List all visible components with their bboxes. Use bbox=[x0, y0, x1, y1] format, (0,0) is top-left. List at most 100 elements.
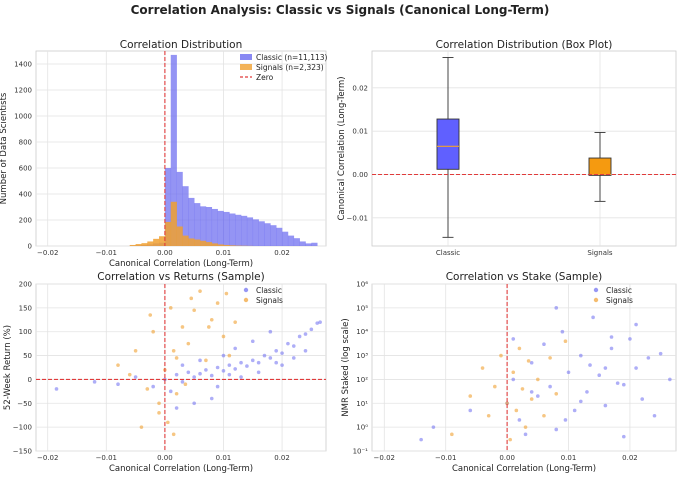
stake-point-classic bbox=[603, 403, 608, 408]
figure-title: Correlation Analysis: Classic vs Signals… bbox=[131, 3, 550, 17]
hist-xlabel: Canonical Correlation (Long-Term) bbox=[109, 259, 253, 269]
stake-point-classic bbox=[560, 329, 565, 334]
returns-point-signals bbox=[198, 289, 202, 293]
returns-point-signals bbox=[145, 387, 150, 391]
hist-ytick-label: 600 bbox=[19, 165, 32, 173]
stake-ytick-label: 10⁰ bbox=[356, 424, 368, 432]
returns-point-signals bbox=[183, 382, 188, 387]
hist-ylabel: Number of Data Scientists bbox=[0, 92, 9, 204]
stake-point-classic bbox=[517, 418, 522, 422]
stake-legend-label: Classic bbox=[606, 286, 632, 295]
returns-point-classic bbox=[280, 351, 284, 355]
stake-point-signals bbox=[514, 408, 519, 413]
hist-bar-signals bbox=[200, 240, 207, 246]
stake-ytick-label: 10⁵ bbox=[356, 304, 368, 312]
returns-point-signals bbox=[171, 432, 176, 437]
returns-legend-swatch bbox=[243, 287, 249, 293]
box-xtick-label: Classic bbox=[436, 249, 460, 257]
returns-point-classic bbox=[180, 363, 185, 367]
stake-point-classic bbox=[588, 363, 592, 367]
stake-point-classic bbox=[431, 425, 436, 429]
hist-bar-classic bbox=[258, 221, 265, 246]
hist-bar-signals bbox=[141, 243, 148, 246]
returns-point-classic bbox=[209, 373, 214, 378]
stake-point-classic bbox=[579, 353, 583, 358]
returns-ytick-label: −50 bbox=[17, 400, 32, 408]
box-box-classic bbox=[436, 118, 460, 170]
stake-point-classic bbox=[621, 434, 626, 439]
box-ytick-label: −0.01 bbox=[347, 214, 368, 222]
stake-point-signals bbox=[536, 377, 540, 382]
stake-point-signals bbox=[542, 413, 546, 418]
returns-point-classic bbox=[186, 370, 191, 375]
stake-point-classic bbox=[566, 370, 571, 375]
returns-point-classic bbox=[198, 371, 202, 376]
hist-bar-classic bbox=[241, 215, 248, 246]
hist-bar-signals bbox=[147, 241, 154, 246]
hist-bar-classic bbox=[246, 217, 254, 246]
returns-ytick-label: 100 bbox=[19, 328, 32, 336]
returns-point-classic bbox=[227, 363, 232, 367]
stake-ylabel: NMR Staked (log scale) bbox=[341, 318, 351, 416]
hist-bar-signals bbox=[211, 243, 218, 246]
stake-plot-area bbox=[371, 283, 677, 452]
stake-xtick-label: 0.02 bbox=[622, 454, 638, 462]
box-ytick-label: 0.01 bbox=[352, 128, 368, 136]
stake-point-classic bbox=[628, 337, 632, 341]
hist-bar-classic bbox=[282, 231, 289, 246]
stake-point-signals bbox=[511, 370, 516, 375]
returns-point-classic bbox=[250, 358, 255, 363]
stake-point-classic bbox=[529, 360, 534, 365]
box-xtick-label: Signals bbox=[587, 249, 613, 257]
hist-bar-signals bbox=[135, 244, 142, 246]
returns-plot-area bbox=[35, 283, 327, 452]
hist-bar-signals bbox=[159, 236, 166, 246]
hist-bar-signals bbox=[217, 244, 224, 246]
stake-point-classic bbox=[468, 408, 473, 413]
returns-point-classic bbox=[303, 332, 308, 336]
hist-legend-label: Zero bbox=[256, 73, 274, 82]
stake-point-classic bbox=[419, 437, 423, 442]
box-ytick-label: 0.00 bbox=[352, 171, 368, 179]
hist-bar-classic bbox=[200, 206, 207, 246]
stake-point-signals bbox=[499, 353, 503, 358]
returns-point-signals bbox=[174, 391, 179, 396]
hist-xtick-label: 0.01 bbox=[216, 249, 232, 257]
stake-point-classic bbox=[511, 377, 516, 382]
hist-ytick-label: 800 bbox=[19, 139, 32, 147]
returns-xtick-label: −0.01 bbox=[96, 454, 117, 462]
stake-point-signals bbox=[529, 397, 534, 401]
returns-point-signals bbox=[139, 425, 144, 429]
hist-bar-classic bbox=[188, 197, 195, 246]
stake-ytick-label: 10³ bbox=[356, 352, 368, 360]
stake-legend-label: Signals bbox=[606, 296, 633, 305]
hist-bar-signals bbox=[223, 244, 230, 246]
returns-point-signals bbox=[151, 329, 155, 334]
returns-point-signals bbox=[116, 363, 120, 367]
returns-point-signals bbox=[224, 291, 229, 296]
stake-ytick-label: 10² bbox=[356, 376, 368, 384]
returns-point-classic bbox=[151, 384, 155, 389]
returns-point-signals bbox=[221, 334, 226, 339]
stake-point-signals bbox=[468, 394, 473, 398]
hist-bar-classic bbox=[229, 213, 236, 246]
returns-point-classic bbox=[54, 387, 59, 391]
hist-bar-classic bbox=[235, 214, 242, 246]
returns-point-signals bbox=[209, 317, 214, 322]
hist-bar-classic bbox=[293, 238, 300, 246]
returns-point-classic bbox=[174, 372, 179, 377]
hist-xtick-label: −0.02 bbox=[37, 249, 58, 257]
returns-point-classic bbox=[280, 363, 284, 367]
stake-point-signals bbox=[523, 425, 528, 429]
returns-point-classic bbox=[268, 329, 273, 334]
returns-point-classic bbox=[315, 321, 320, 325]
hist-ytick-label: 1400 bbox=[14, 61, 32, 69]
hist-legend-label: Signals (n=2,323) bbox=[256, 63, 324, 72]
stake-point-signals bbox=[493, 384, 497, 389]
hist-bar-classic bbox=[311, 242, 318, 246]
hist-bar-classic bbox=[205, 207, 213, 246]
returns-point-classic bbox=[268, 356, 273, 360]
hist-ytick-label: 0 bbox=[28, 243, 32, 251]
stake-point-classic bbox=[621, 382, 626, 387]
hist-ytick-label: 1000 bbox=[14, 113, 32, 121]
